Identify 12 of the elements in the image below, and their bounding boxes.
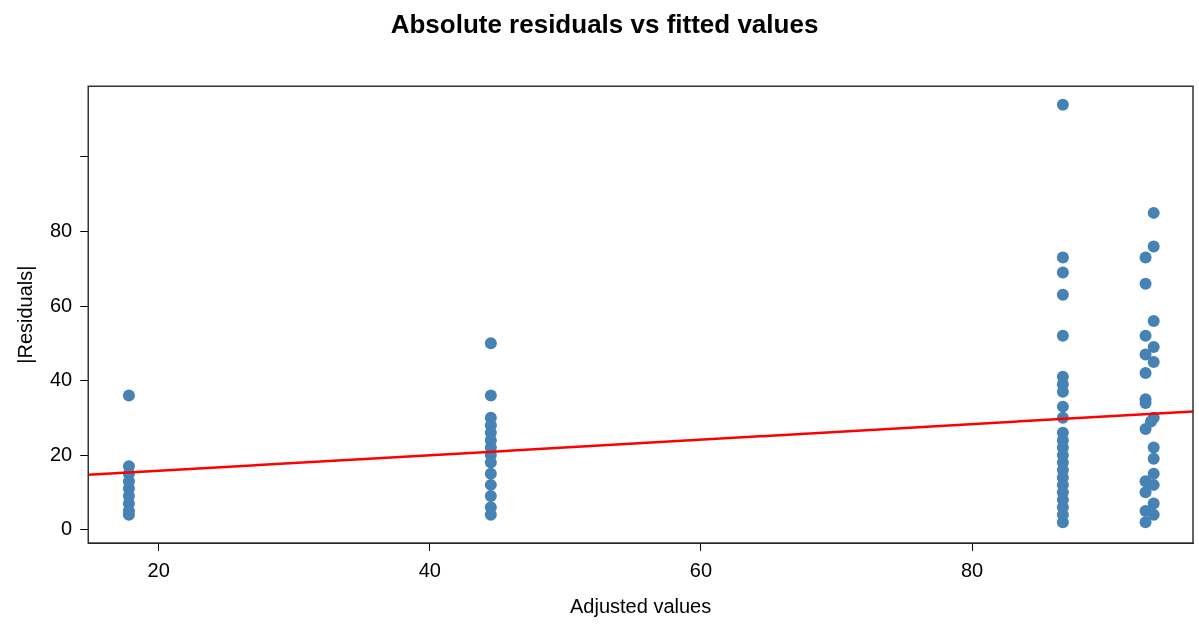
y-axis-title: |Residuals| bbox=[13, 265, 36, 364]
y-tick-label: 80 bbox=[50, 219, 73, 242]
x-tick-label: 40 bbox=[418, 558, 441, 581]
chart-title: Absolute residuals vs fitted values bbox=[390, 8, 819, 39]
y-tick-label: 40 bbox=[50, 368, 73, 391]
y-tick-label: 20 bbox=[50, 442, 73, 465]
x-axis-title: Adjusted values bbox=[570, 594, 712, 617]
x-tick-label: 80 bbox=[960, 558, 984, 581]
y-tick-label: 60 bbox=[50, 293, 73, 316]
y-tick-label: 0 bbox=[61, 517, 73, 540]
x-tick-label: 60 bbox=[689, 558, 713, 581]
x-tick-label: 20 bbox=[147, 558, 170, 581]
